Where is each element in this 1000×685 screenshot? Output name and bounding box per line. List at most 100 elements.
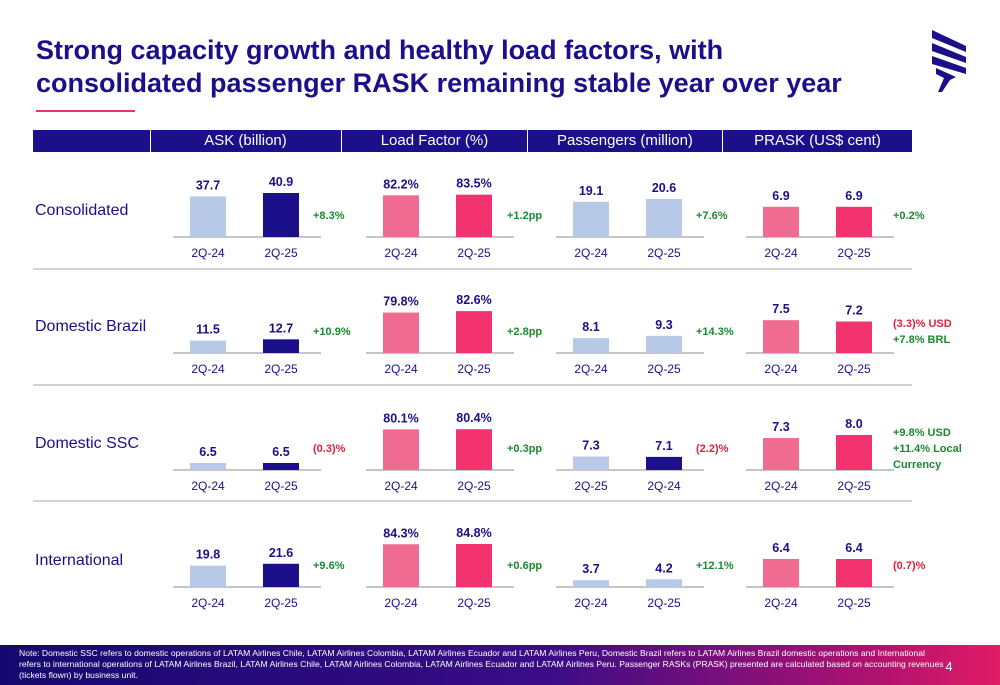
bar — [456, 544, 492, 587]
category-label: 2Q-25 — [264, 362, 298, 376]
row-label: Consolidated — [35, 202, 128, 219]
footer-bar — [0, 645, 1000, 685]
change-label: +1.2pp — [507, 210, 542, 222]
category-label: 2Q-24 — [764, 596, 798, 610]
bar — [263, 563, 299, 587]
bar — [263, 193, 299, 237]
change-label: +2.8pp — [507, 326, 542, 338]
bar-value-label: 9.3 — [655, 318, 672, 332]
change-label: (2.2)% — [696, 443, 729, 455]
bar — [190, 196, 226, 237]
bar — [190, 463, 226, 470]
change-label: +0.6pp — [507, 560, 542, 572]
bar-value-label: 6.5 — [199, 445, 216, 459]
bar-value-label: 84.3% — [383, 526, 418, 540]
change-label: +0.2% — [893, 210, 925, 222]
category-label: 2Q-25 — [837, 362, 871, 376]
change-label: (0.7)% — [893, 560, 926, 572]
category-label: 2Q-24 — [384, 362, 418, 376]
bar — [763, 559, 799, 587]
bar — [383, 312, 419, 353]
category-label: 2Q-24 — [764, 362, 798, 376]
bar — [456, 429, 492, 470]
bar-value-label: 11.5 — [196, 323, 220, 337]
bar — [383, 195, 419, 237]
bar — [456, 194, 492, 237]
bar — [646, 335, 682, 353]
change-label: +7.8% BRL — [893, 334, 950, 346]
bar — [573, 580, 609, 587]
bar-value-label: 7.2 — [845, 304, 862, 318]
header-passengers: Passengers (million) — [557, 132, 693, 149]
bar — [763, 206, 799, 237]
category-label: 2Q-25 — [264, 479, 298, 493]
header-separator — [150, 130, 151, 152]
bar — [190, 565, 226, 587]
bar — [383, 544, 419, 587]
header-ask: ASK (billion) — [204, 132, 287, 149]
change-label: +0.3pp — [507, 443, 542, 455]
change-label: +10.9% — [313, 326, 351, 338]
kpi-chart-grid: Consolidated 37.7 2Q-24 40.9 2Q-25 +8.3% 82.2%… — [33, 175, 962, 610]
bar-value-label: 4.2 — [655, 561, 672, 575]
category-label: 2Q-24 — [191, 362, 225, 376]
category-label: 2Q-24 — [764, 246, 798, 260]
category-label: 2Q-25 — [264, 596, 298, 610]
bar — [573, 456, 609, 470]
bar-value-label: 6.9 — [845, 189, 862, 203]
category-label: 2Q-24 — [191, 479, 225, 493]
bar — [836, 435, 872, 470]
category-label: 2Q-25 — [837, 479, 871, 493]
header-separator — [722, 130, 723, 152]
bar-value-label: 37.7 — [196, 178, 220, 192]
category-label: 2Q-24 — [384, 596, 418, 610]
bar-value-label: 20.6 — [652, 181, 676, 195]
change-label: (0.3)% — [313, 443, 346, 455]
change-label: +7.6% — [696, 210, 728, 222]
category-label: 2Q-24 — [384, 246, 418, 260]
bar-value-label: 8.1 — [582, 320, 599, 334]
bar — [383, 429, 419, 470]
category-label: 2Q-24 — [574, 362, 608, 376]
category-label: 2Q-25 — [647, 596, 681, 610]
bar — [646, 199, 682, 237]
bar-value-label: 12.7 — [269, 321, 293, 335]
header-separator — [527, 130, 528, 152]
bar-value-label: 6.9 — [772, 189, 789, 203]
bar — [573, 338, 609, 353]
category-label: 2Q-25 — [457, 246, 491, 260]
bar-value-label: 84.8% — [456, 526, 491, 540]
category-label: 2Q-25 — [457, 362, 491, 376]
bar — [646, 456, 682, 470]
category-label: 2Q-24 — [764, 479, 798, 493]
bar — [763, 438, 799, 470]
bar-value-label: 21.6 — [269, 546, 293, 560]
bar — [836, 206, 872, 237]
category-label: 2Q-25 — [457, 596, 491, 610]
row-label: Domestic Brazil — [35, 318, 146, 335]
category-label: 2Q-24 — [191, 246, 225, 260]
bar-value-label: 82.2% — [383, 177, 418, 191]
change-label: +11.4% Local — [893, 443, 962, 455]
category-label: 2Q-25 — [837, 596, 871, 610]
category-label: 2Q-25 — [264, 246, 298, 260]
category-label: 2Q-24 — [647, 479, 681, 493]
bar-value-label: 79.8% — [383, 295, 418, 309]
footer-note: Note: Domestic SSC refers to domestic op… — [19, 648, 944, 680]
change-label: +8.3% — [313, 210, 345, 222]
category-label: 2Q-24 — [574, 596, 608, 610]
category-label: 2Q-24 — [384, 479, 418, 493]
bar-value-label: 6.4 — [845, 541, 862, 555]
bar — [763, 320, 799, 353]
bar-value-label: 7.1 — [655, 439, 672, 453]
bar — [456, 311, 492, 353]
bar-value-label: 40.9 — [269, 175, 293, 189]
change-label: (3.3)% USD — [893, 318, 952, 330]
bar-value-label: 19.8 — [196, 548, 220, 562]
change-label: +14.3% — [696, 326, 734, 338]
category-label: 2Q-24 — [574, 246, 608, 260]
page-title: Strong capacity growth and healthy load … — [36, 35, 842, 98]
bar — [836, 559, 872, 587]
change-label: +12.1% — [696, 560, 734, 572]
bar-value-label: 80.4% — [456, 411, 491, 425]
